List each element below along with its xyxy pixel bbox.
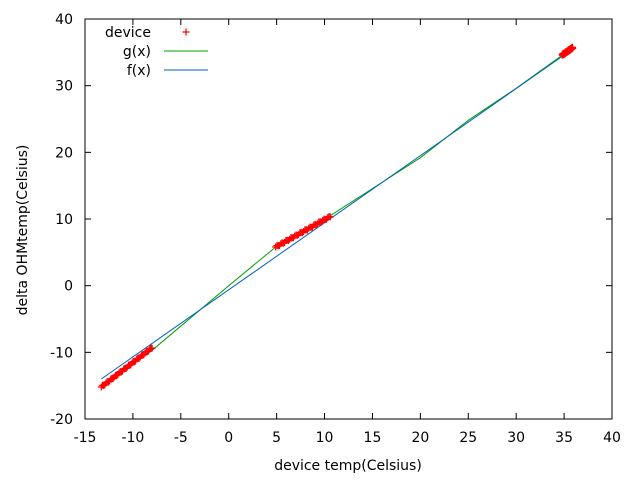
x-tick-label: -5 xyxy=(174,430,188,446)
y-tick-label: -10 xyxy=(50,345,73,361)
y-tick-label: 20 xyxy=(55,145,73,161)
legend: device g(x) f(x) xyxy=(105,25,208,79)
data-point xyxy=(148,344,156,352)
x-tick-label: 40 xyxy=(603,430,621,446)
legend-label: device xyxy=(105,25,151,41)
legend-label: g(x) xyxy=(123,44,151,60)
y-tick-label: 10 xyxy=(55,212,73,228)
x-tick-label: -10 xyxy=(121,430,144,446)
x-tick-label: 20 xyxy=(411,430,429,446)
x-tick-label: 25 xyxy=(459,430,477,446)
y-tick-label: 40 xyxy=(55,12,73,28)
legend-label: f(x) xyxy=(127,63,151,79)
y-tick-label: 0 xyxy=(64,279,73,295)
x-tick-label: 10 xyxy=(316,430,334,446)
axes: -15 -10 -5 0 5 10 15 20 25 30 35 40 -20 -10 0 10 20 30 40 xyxy=(50,12,621,446)
y-axis-label: delta OHMtemp(Celsius) xyxy=(15,145,31,316)
x-axis-label: device temp(Celsius) xyxy=(274,458,422,474)
x-tick-label: 35 xyxy=(555,430,573,446)
data-point xyxy=(569,44,577,52)
series-points xyxy=(97,43,577,391)
plot-area xyxy=(97,43,577,391)
x-tick-label: -15 xyxy=(74,430,97,446)
plot-frame xyxy=(84,18,613,420)
x-tick-label: 15 xyxy=(364,430,382,446)
series-line xyxy=(101,48,573,380)
y-tick-label: 30 xyxy=(55,79,73,95)
legend-marker xyxy=(182,28,190,36)
data-point xyxy=(326,213,334,221)
x-tick-label: 0 xyxy=(224,430,233,446)
x-tick-label: 5 xyxy=(272,430,281,446)
y-tick-label: -20 xyxy=(50,412,73,428)
x-tick-label: 30 xyxy=(507,430,525,446)
